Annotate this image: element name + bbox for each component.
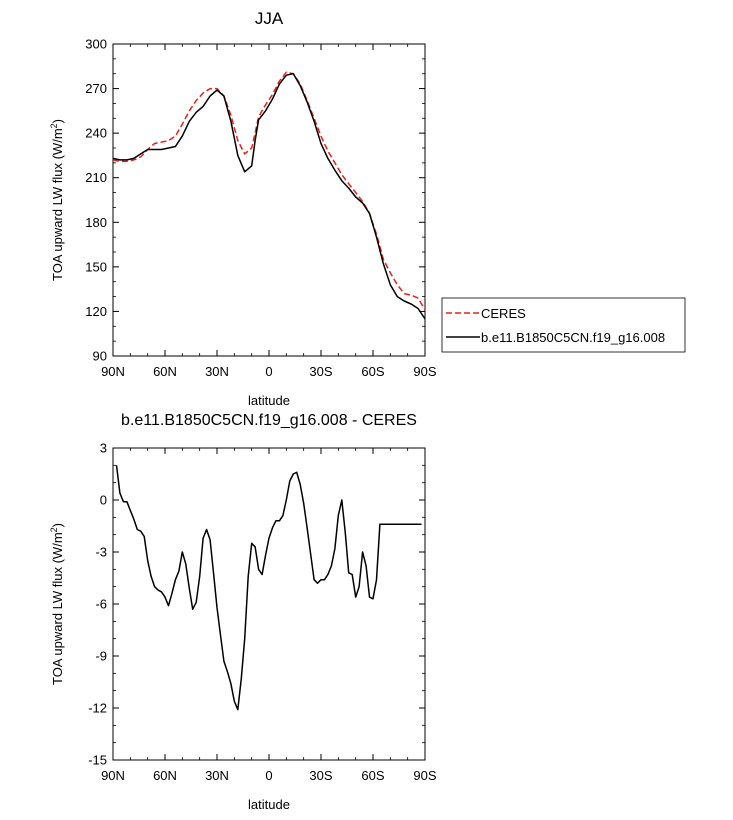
top-series-line-1 [112,72,426,320]
bottom-y-axis-label: TOA upward LW flux (W/m2) [49,523,65,685]
top-y-tick-label: 90 [93,349,107,364]
bottom-x-tick-label: 90S [413,768,436,783]
legend-box [441,297,686,353]
bottom-plot-frame [112,447,426,761]
bottom-y-tick-label: 0 [100,493,107,508]
top-x-tick-label: 0 [265,364,272,379]
top-y-tick-label: 210 [85,170,107,185]
top-x-tick-label: 60S [361,364,384,379]
bottom-y-tick-label: -6 [95,597,107,612]
top-plot-frame [112,43,426,357]
bottom-series-line-0 [115,465,422,711]
bottom-y-tick-label: -9 [95,649,107,664]
bottom-x-axis-label: latitude [248,797,290,812]
top-axis-ticks: 90N 60N 30N 0 30S 60S 90S 90 120 150 180 210 240 270 3… [85,37,437,380]
legend-label-model: b.e11.B1850C5CN.f19_g16.008 [481,330,665,345]
top-y-tick-label: 240 [85,126,107,141]
top-x-tick-label: 30N [205,364,229,379]
bottom-x-tick-label: 90N [101,768,125,783]
top-y-tick-label: 180 [85,215,107,230]
top-x-tick-label: 90N [101,364,125,379]
bottom-chart-title: b.e11.B1850C5CN.f19_g16.008 - CERES [121,412,417,429]
bottom-axis-ticks: 90N 60N 30N 0 30S 60S 90S -15 -12 -9 -6 -3 0 3 [88,441,437,784]
top-x-tick-label: 60N [153,364,177,379]
top-y-tick-label: 150 [85,259,107,274]
top-series-line-0 [112,71,426,311]
bottom-y-tick-label: -15 [88,753,107,768]
bottom-series-lines [115,465,422,711]
bottom-y-tick-label: -12 [88,701,107,716]
top-panel: JJA 90N 60N 30N 0 30S 60S 90S 90 120 150 180 210 240… [49,9,686,408]
top-x-axis-label: latitude [248,393,290,408]
top-y-tick-label: 300 [85,37,107,52]
bottom-y-tick-label: -3 [95,545,107,560]
bottom-x-tick-label: 30N [205,768,229,783]
top-y-tick-label: 270 [85,81,107,96]
bottom-panel: b.e11.B1850C5CN.f19_g16.008 - CERES 90N 6… [49,412,437,812]
legend: CERES b.e11.B1850C5CN.f19_g16.008 [441,297,686,353]
top-x-tick-label: 90S [413,364,436,379]
top-chart-title: JJA [255,9,284,28]
top-y-tick-label: 120 [85,304,107,319]
legend-label-ceres: CERES [481,306,526,321]
bottom-y-tick-label: 3 [100,441,107,456]
top-x-tick-label: 30S [309,364,332,379]
bottom-x-tick-label: 30S [309,768,332,783]
top-series-lines [112,71,426,320]
bottom-x-tick-label: 60S [361,768,384,783]
top-y-axis-label: TOA upward LW flux (W/m2) [49,119,65,281]
bottom-x-tick-label: 0 [265,768,272,783]
bottom-x-tick-label: 60N [153,768,177,783]
